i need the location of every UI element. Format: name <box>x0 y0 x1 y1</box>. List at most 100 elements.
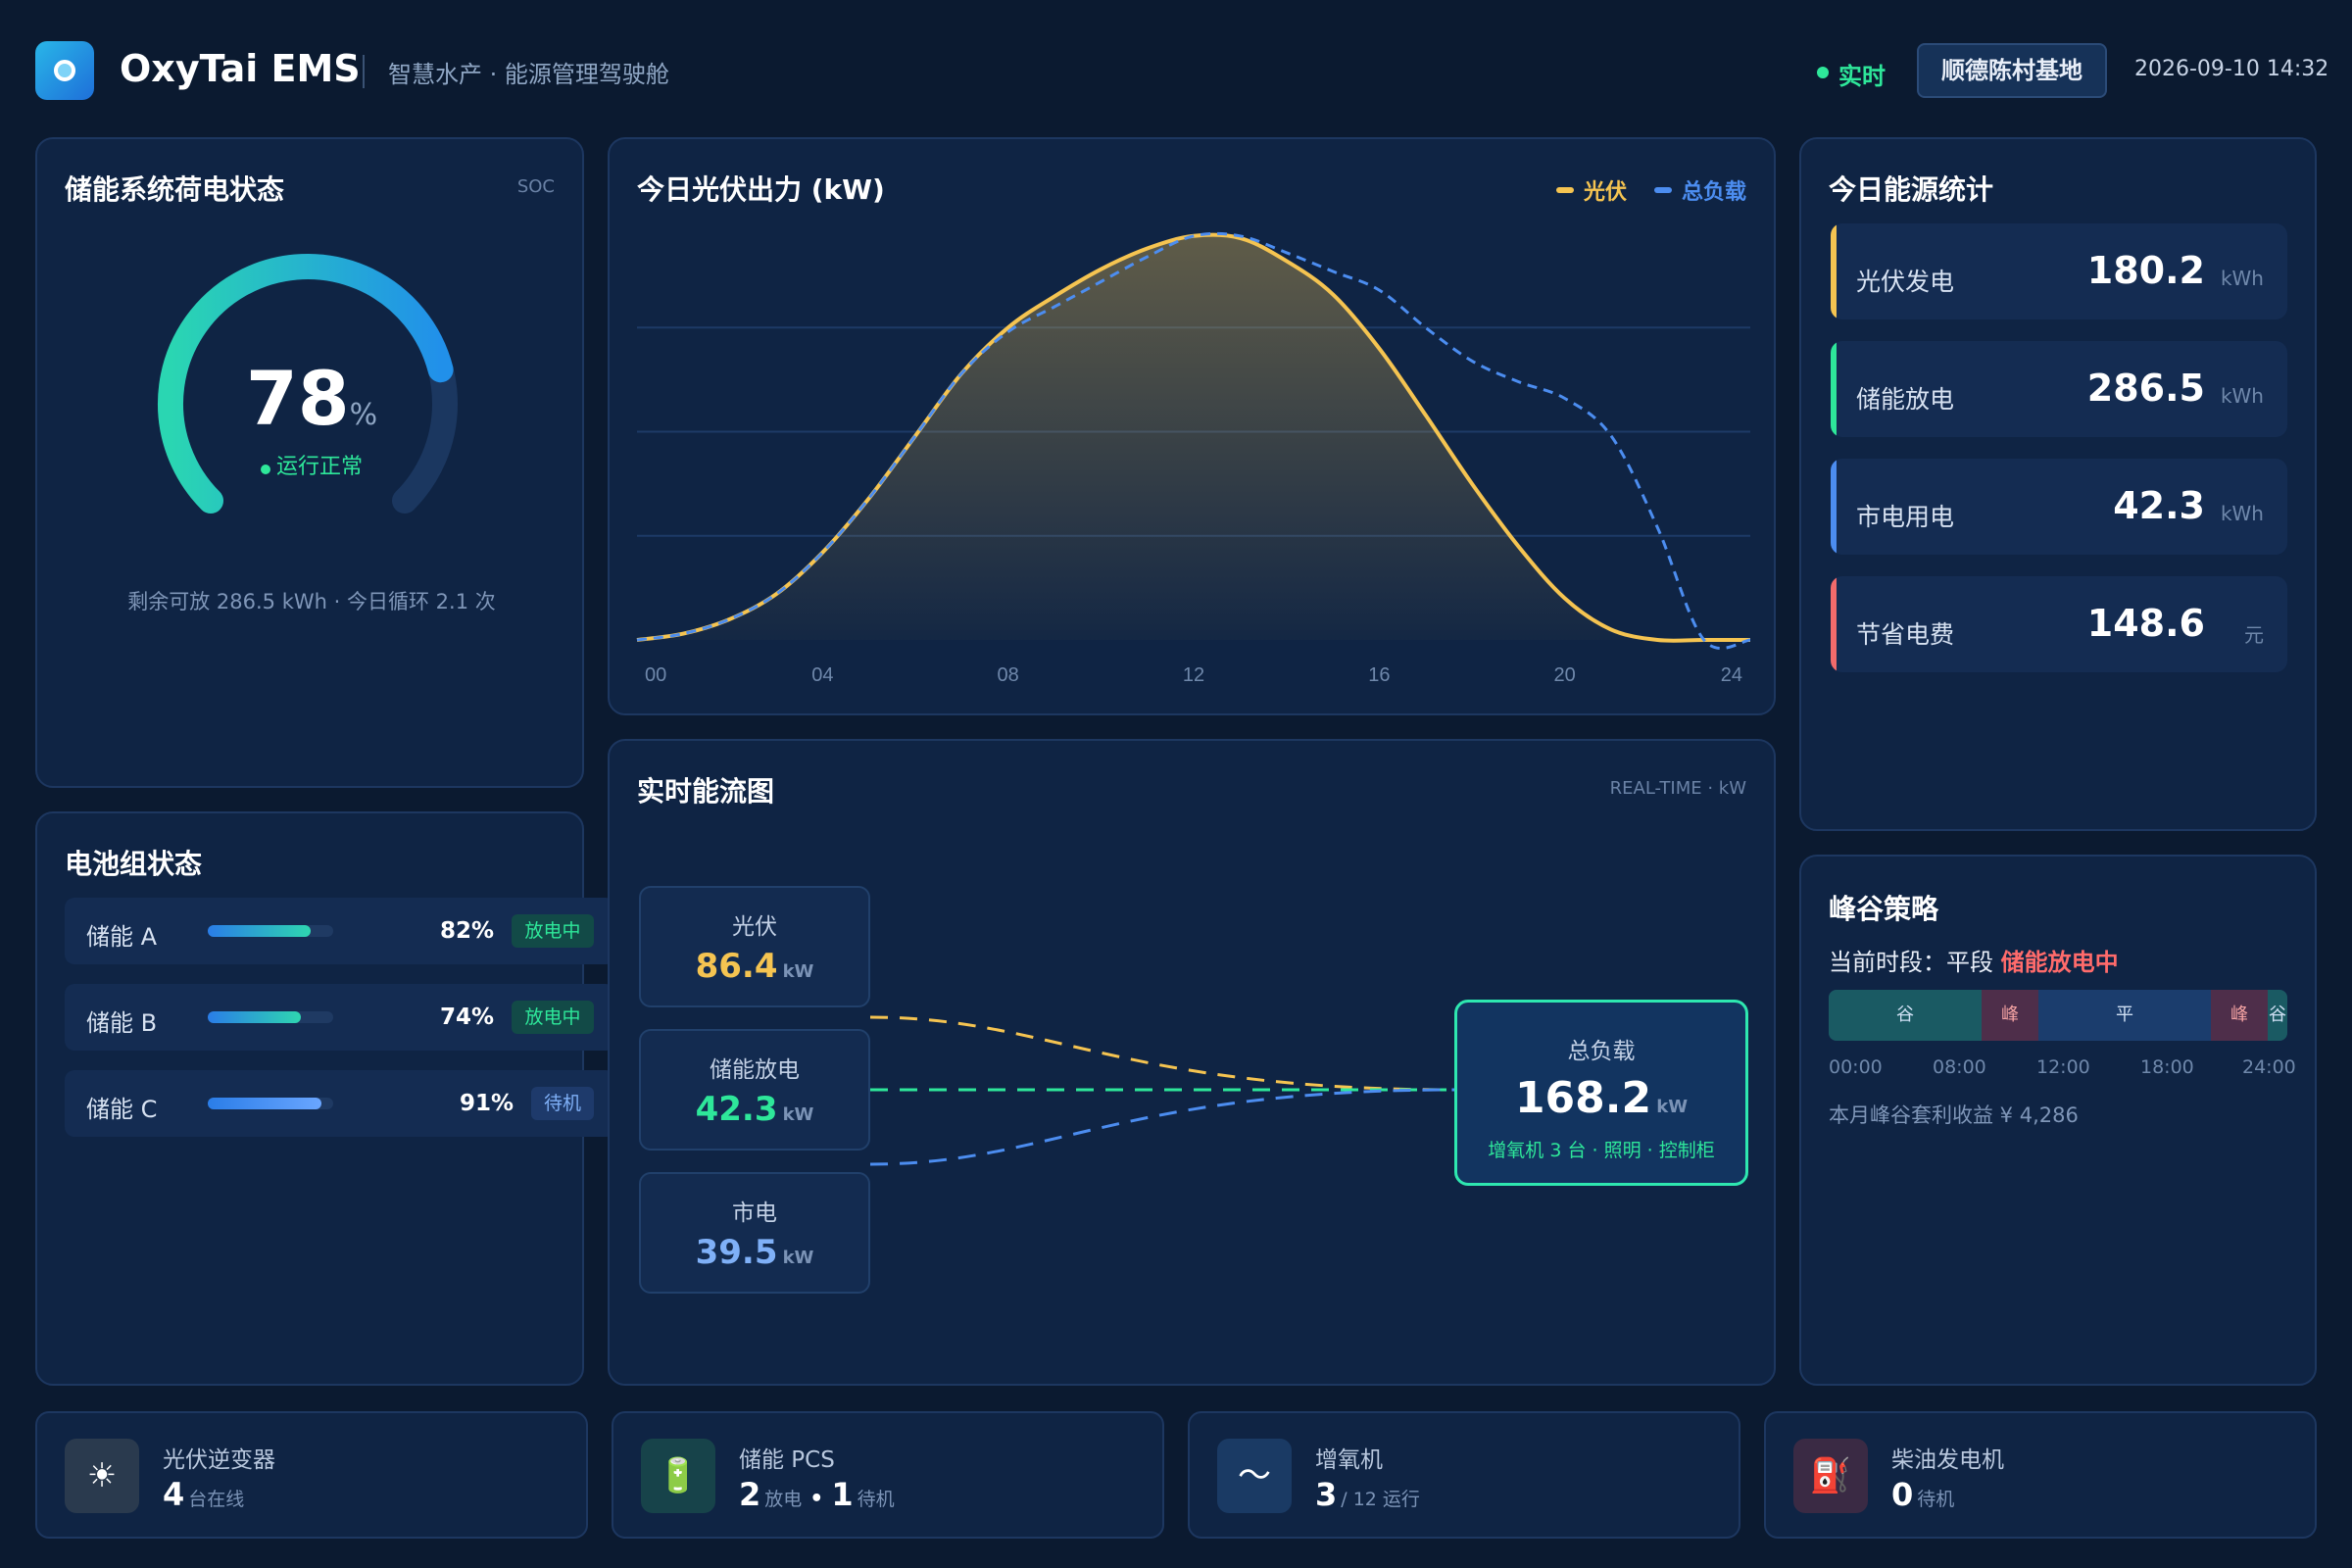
flow-line-pv <box>869 1015 1455 1092</box>
load-node-label: 总负载 <box>1567 1039 1636 1064</box>
device-label: 储能 PCS <box>739 1447 835 1473</box>
device-label: 光伏逆变器 <box>163 1447 275 1473</box>
flow-source-unit: kW <box>782 1104 814 1125</box>
stat-value: 180.2 <box>2086 249 2205 292</box>
device-count-separator: • <box>809 1487 824 1511</box>
battery-percent: 82% <box>439 918 494 944</box>
flow-source-node[interactable]: 储能放电 42.3 kW <box>639 1029 870 1151</box>
load-series-line <box>636 231 1751 650</box>
soc-gauge <box>158 254 458 514</box>
flow-source-value-group: 42.3 kW <box>641 1090 868 1129</box>
timeline-tick: 18:00 <box>2140 1056 2194 1078</box>
load-node-value: 168.2 <box>1514 1073 1652 1123</box>
device-label: 柴油发电机 <box>1891 1447 2004 1473</box>
legend-label-pv: 光伏 <box>1583 180 1627 205</box>
timeline-segment-peak: 峰 <box>2211 990 2268 1041</box>
timeline-tick: 00:00 <box>1829 1056 1883 1078</box>
device-count-label: 待机 <box>1917 1489 1955 1510</box>
flow-source-node[interactable]: 光伏 86.4 kW <box>639 886 870 1007</box>
energy-stat-card: 市电用电 42.3 kWh <box>1831 459 2287 555</box>
energy-stats-title: 今日能源统计 <box>1829 173 1994 206</box>
legend-swatch-pv <box>1555 187 1574 193</box>
current-period-label: 当前时段：平段 <box>1829 949 1993 976</box>
x-axis-tick-label: 00 <box>645 664 666 686</box>
soc-status-group: 运行正常 <box>37 449 586 480</box>
device-status-line: 0 待机 <box>1891 1476 1954 1513</box>
flow-source-value: 39.5 <box>695 1233 778 1272</box>
stat-unit: kWh <box>2220 384 2264 408</box>
app-subtitle: 智慧水产 · 能源管理驾驶舱 <box>388 61 669 88</box>
device-status-line: 3/ 12 运行 <box>1315 1476 1420 1513</box>
current-period: 当前时段：平段 储能放电中 <box>1829 943 2119 977</box>
device-count-label: 台在线 <box>188 1489 245 1510</box>
load-node[interactable]: 总负载 168.2 kW 增氧机 3 台 · 照明 · 控制柜 <box>1454 1000 1748 1186</box>
device-card[interactable]: 〜增氧机 3/ 12 运行 <box>1188 1411 1740 1539</box>
site-selector-button[interactable]: 顺德陈村基地 <box>1917 43 2107 98</box>
header-divider <box>363 55 365 88</box>
pv-chart-legend: 光伏 总负载 <box>1555 174 1746 206</box>
flow-source-label: 市电 <box>732 1200 777 1226</box>
device-count-secondary: 1 <box>831 1476 854 1513</box>
flow-source-value-group: 39.5 kW <box>641 1233 868 1272</box>
legend-label-load: 总负载 <box>1681 180 1746 205</box>
stat-label: 市电用电 <box>1856 503 1955 531</box>
soc-panel-tag: SOC <box>516 176 555 197</box>
battery-panel: 电池组状态 储能 A 82% 放电中 储能 B 74% 放电中 储能 C 91% 待机 <box>35 811 615 1386</box>
battery-state-badge: 待机 <box>531 1087 594 1120</box>
load-node-detail: 增氧机 3 台 · 照明 · 控制柜 <box>1488 1140 1715 1161</box>
battery-name: 储能 C <box>86 1096 158 1123</box>
timeline-segment-valley: 谷 <box>2268 990 2287 1041</box>
battery-level-track <box>208 1098 333 1109</box>
stat-label: 光伏发电 <box>1856 268 1955 296</box>
x-axis-tick-label: 24 <box>1721 664 1742 686</box>
flow-source-label: 光伏 <box>732 914 777 940</box>
device-card[interactable]: 🔋 储能 PCS 2 放电 • 1 待机 <box>612 1411 1164 1539</box>
battery-row[interactable]: 储能 A 82% 放电中 <box>65 898 615 964</box>
energy-flow-tag: REAL-TIME · kW <box>1609 778 1746 799</box>
soc-footer: 剩余可放 286.5 kWh · 今日循环 2.1 次 <box>127 590 496 613</box>
soc-status: 运行正常 <box>275 455 363 479</box>
stat-unit: 元 <box>2244 623 2264 647</box>
flow-source-unit: kW <box>782 961 814 982</box>
device-count: 4 <box>163 1476 185 1513</box>
flow-source-label: 储能放电 <box>710 1057 800 1083</box>
timeline-tick: 08:00 <box>1933 1056 1986 1078</box>
device-card[interactable]: ⛽ 柴油发电机 0 待机 <box>1764 1411 2317 1539</box>
battery-level-track <box>208 925 333 937</box>
battery-row[interactable]: 储能 C 91% 待机 <box>65 1070 615 1137</box>
device-count-label: / 12 运行 <box>1341 1489 1420 1510</box>
legend-swatch-load <box>1653 187 1672 193</box>
stat-accent-bar <box>1831 223 1837 319</box>
soc-gauge-fill <box>158 254 454 514</box>
energy-stat-card: 节省电费 148.6 元 <box>1831 576 2287 672</box>
soc-panel: 储能系统荷电状态 SOC 78% 运行正常 剩余可放 286.5 kWh · 今… <box>35 137 584 788</box>
battery-state-badge: 放电中 <box>512 914 594 948</box>
live-status-dot-icon <box>1817 67 1829 78</box>
energy-stats-panel: 今日能源统计 光伏发电 180.2 kWh 储能放电 286.5 kWh 市电用电 42.3 k… <box>1799 137 2317 831</box>
flow-source-node[interactable]: 市电 39.5 kW <box>639 1172 870 1294</box>
wave-icon: 〜 <box>1217 1439 1292 1513</box>
device-count-label: 放电 <box>764 1489 803 1510</box>
device-count-secondary-label: 待机 <box>857 1489 895 1510</box>
battery-row[interactable]: 储能 B 74% 放电中 <box>65 984 615 1051</box>
device-status-line: 2 放电 • 1 待机 <box>739 1476 895 1513</box>
device-status-line: 4 台在线 <box>163 1476 244 1513</box>
device-count: 3 <box>1315 1476 1338 1513</box>
battery-level-fill <box>208 925 311 937</box>
soc-status-dot-icon <box>260 464 270 474</box>
device-card[interactable]: ☀ 光伏逆变器 4 台在线 <box>35 1411 588 1539</box>
pv-chart-panel: 今日光伏出力 (kW) 光伏 总负载 00 04 08 12 16 20 24 <box>608 137 1776 715</box>
legend-item-load: 总负载 <box>1653 174 1746 206</box>
stat-label: 节省电费 <box>1856 620 1955 649</box>
stat-unit: kWh <box>2220 267 2264 290</box>
live-status-label: 实时 <box>1838 63 1886 90</box>
x-axis-tick-label: 08 <box>998 664 1019 686</box>
battery-state-badge: 放电中 <box>512 1001 594 1034</box>
pv-area-fill <box>637 234 1750 641</box>
battery-panel-title: 电池组状态 <box>65 848 203 880</box>
soc-value: 78 <box>245 355 350 442</box>
load-node-unit: kW <box>1656 1097 1689 1117</box>
x-axis-tick-label: 20 <box>1554 664 1576 686</box>
app-title: OxyTai EMS <box>120 47 361 90</box>
peak-valley-footer: 本月峰谷套利收益 ¥ 4,286 <box>1829 1103 2079 1127</box>
